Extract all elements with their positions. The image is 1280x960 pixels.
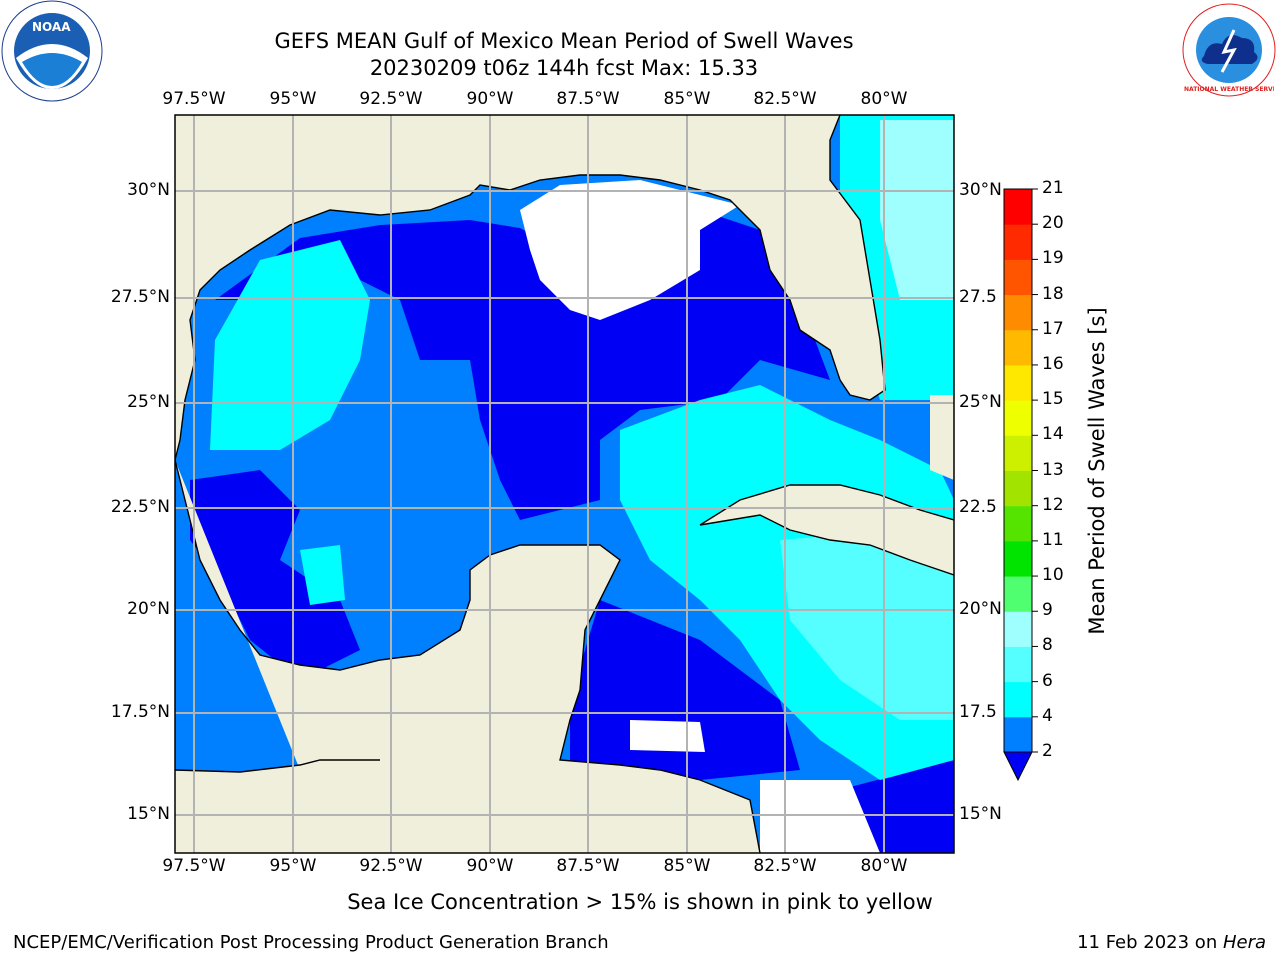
colorbar-segment (1004, 611, 1032, 647)
colorbar-tick-label: 11 (1042, 529, 1064, 550)
lat-tick-label-left: 15°N (127, 804, 170, 824)
swell-band-2-4 (570, 600, 800, 780)
colorbar-segment (1004, 681, 1032, 718)
colorbar-tick-label: 6 (1042, 670, 1053, 691)
lon-tick-label-top: 95°W (269, 89, 317, 109)
land-bahamas (930, 395, 954, 480)
colorbar-tick-label: 17 (1042, 318, 1064, 339)
lat-tick-label-right: 27.5 (959, 287, 997, 307)
nodata-patch (760, 780, 880, 853)
colorbar-segment (1004, 505, 1032, 542)
swell-band-6-9 (780, 530, 954, 720)
colorbar-tick-label: 10 (1042, 565, 1064, 586)
lat-tick-label-left: 27.5°N (110, 287, 170, 307)
nodata-patch (630, 720, 705, 752)
lon-tick-label-bottom: 92.5°W (359, 856, 423, 876)
colorbar-tick-label: 2 (1042, 741, 1053, 761)
colorbar-tick-label: 9 (1042, 600, 1053, 621)
lat-tick-label-left: 20°N (127, 599, 170, 619)
lat-tick-label-right: 15°N (959, 804, 1002, 824)
map-frame (174, 114, 955, 854)
colorbar-label: Mean Period of Swell Waves [s] (1085, 307, 1109, 635)
chart-subtitle: 20230209 t06z 144h fcst Max: 15.33 (369, 56, 759, 80)
colorbar-segment (1004, 294, 1032, 331)
lon-tick-label-top: 97.5°W (162, 89, 226, 109)
colorbar-tick-label: 13 (1042, 459, 1064, 480)
lat-tick-label-left: 17.5°N (110, 702, 170, 722)
swell-band-4-6 (300, 545, 345, 605)
lon-tick-label-bottom: 82.5°W (753, 856, 817, 876)
swell-band-2-4 (190, 470, 360, 680)
lon-tick-label-top: 85°W (663, 89, 711, 109)
lon-tick-label-bottom: 97.5°W (162, 856, 226, 876)
colorbar-tick-label: 20 (1042, 213, 1064, 234)
colorbar-segment (1004, 259, 1032, 296)
colorbar-tick-label: 12 (1042, 494, 1064, 515)
colorbar-tick-label: 21 (1042, 178, 1064, 198)
lat-tick-label-right: 20°N (959, 599, 1002, 619)
lon-tick-label-top: 92.5°W (359, 89, 423, 109)
colorbar-segment (1004, 540, 1032, 577)
lon-tick-label-top: 80°W (860, 89, 908, 109)
colorbar-segment (1004, 329, 1032, 366)
colorbar-extend-arrow (1003, 751, 1033, 782)
colorbar-segment (1004, 646, 1032, 683)
lat-tick-label-left: 30°N (127, 180, 170, 200)
footer-right: 11 Feb 2023 on Hera (1077, 932, 1266, 953)
lon-tick-label-bottom: 90°W (466, 856, 514, 876)
lon-tick-label-top: 82.5°W (753, 89, 817, 109)
lon-tick-label-top: 90°W (466, 89, 514, 109)
chart-title: GEFS MEAN Gulf of Mexico Mean Period of … (274, 29, 854, 53)
colorbar-segment (1004, 435, 1032, 471)
lat-tick-label-right: 22.5 (959, 497, 997, 517)
colorbar-tick-label: 15 (1042, 389, 1064, 410)
colorbar-tick-label: 14 (1042, 424, 1064, 445)
footer-date: 11 Feb 2023 on (1077, 932, 1223, 953)
lat-tick-label-right: 17.5 (959, 702, 997, 722)
colorbar-segment (1004, 189, 1032, 225)
colorbar (1003, 188, 1038, 782)
land-mexico (175, 460, 760, 853)
swell-band-2-4 (215, 210, 830, 520)
lon-tick-label-bottom: 87.5°W (556, 856, 620, 876)
lat-tick-label-left: 25°N (127, 392, 170, 412)
lon-tick-label-bottom: 95°W (269, 856, 317, 876)
colorbar-segment (1004, 224, 1032, 260)
colorbar-tick-label: 4 (1042, 705, 1053, 726)
colorbar-tick-label: 19 (1042, 248, 1064, 269)
lon-tick-label-bottom: 80°W (860, 856, 908, 876)
lon-tick-label-top: 87.5°W (556, 89, 620, 109)
nws-logo-text: NATIONAL WEATHER SERVICE (1184, 86, 1274, 93)
colorbar-tick-label: 18 (1042, 283, 1064, 304)
colorbar-segment (1004, 470, 1032, 507)
footer-host: Hera (1222, 932, 1266, 953)
lat-tick-label-left: 22.5°N (110, 497, 170, 517)
lon-tick-label-bottom: 85°W (663, 856, 711, 876)
noaa-logo: NOAA (0, 0, 105, 105)
lat-tick-label-right: 25°N (959, 392, 1002, 412)
colorbar-tick-label: 8 (1042, 635, 1053, 656)
colorbar-segment (1004, 576, 1032, 612)
land-us (175, 115, 885, 460)
lat-tick-label-right: 30°N (959, 180, 1002, 200)
colorbar-segment (1004, 716, 1032, 753)
swell-band-4-6 (210, 240, 370, 450)
nodata-patch (520, 180, 740, 320)
noaa-logo-text: NOAA (32, 20, 71, 34)
colorbar-segment (1004, 400, 1032, 436)
nws-logo: NATIONAL WEATHER SERVICE (1178, 0, 1280, 102)
footer-left: NCEP/EMC/Verification Post Processing Pr… (13, 932, 609, 953)
sea-ice-note: Sea Ice Concentration > 15% is shown in … (347, 890, 933, 914)
colorbar-tick-label: 16 (1042, 353, 1064, 374)
swell-band-6-9 (880, 120, 954, 300)
colorbar-segment (1004, 364, 1032, 401)
